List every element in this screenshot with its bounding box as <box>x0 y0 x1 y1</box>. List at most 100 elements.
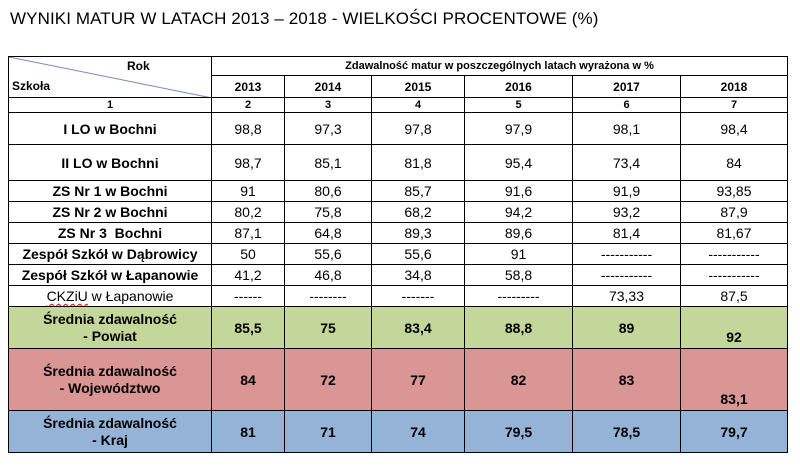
value-cell: ----------- <box>680 264 788 286</box>
value-cell: 87,1 <box>211 222 285 244</box>
school-name: II LO w Bochni <box>8 144 212 181</box>
average-row-kraj: Średnia zdawalność - Kraj 81 71 74 79,5 … <box>8 410 788 453</box>
column-number: 6 <box>572 97 681 113</box>
value-cell: 95,4 <box>464 144 573 181</box>
average-label-line2: - Województwo <box>59 379 161 396</box>
value-cell: 85,1 <box>284 144 372 181</box>
average-label-line1: Średnia zdawalność <box>43 310 177 327</box>
average-label: Średnia zdawalność - Województwo <box>8 348 212 411</box>
column-number: 1 <box>8 97 212 113</box>
value-cell: 41,2 <box>211 264 285 286</box>
school-name: Zespół Szkół w Łapanowie <box>8 264 212 286</box>
header-corner-cell: Rok Szkoła <box>8 56 212 98</box>
average-value: 83 <box>572 348 681 411</box>
table-row: CKZiU w Łapanowie ------ -------- ------… <box>8 285 788 307</box>
table-row: ZS Nr 3 Bochni 87,1 64,8 89,3 89,6 81,4 … <box>8 222 788 244</box>
value-cell: 89,3 <box>371 222 465 244</box>
average-label: Średnia zdawalność - Kraj <box>8 410 212 453</box>
header-group-label: Zdawalność matur w poszczególnych latach… <box>211 56 788 76</box>
page-title: WYNIKI MATUR W LATACH 2013 – 2018 - WIEL… <box>10 9 599 28</box>
value-cell: 89,6 <box>464 222 573 244</box>
school-name: Zespół Szkół w Dąbrowicy <box>8 243 212 265</box>
value-cell: 91,9 <box>572 180 681 202</box>
value-cell: 93,85 <box>680 180 788 202</box>
table-row: II LO w Bochni 98,7 85,1 81,8 95,4 73,4 … <box>8 144 788 181</box>
average-value: 74 <box>371 410 465 453</box>
header-year: 2017 <box>572 75 681 98</box>
value-cell: --------- <box>464 285 573 307</box>
value-cell: ----------- <box>572 243 681 265</box>
value-cell: -------- <box>284 285 372 307</box>
value-cell: ------- <box>371 285 465 307</box>
value-cell: 87,5 <box>680 285 788 307</box>
value-cell: ------ <box>211 285 285 307</box>
value-cell: 81,8 <box>371 144 465 181</box>
header-szkola-label: Szkoła <box>12 79 51 93</box>
value-cell: 98,8 <box>211 112 285 145</box>
value-cell: 73,33 <box>572 285 681 307</box>
average-row-powiat: Średnia zdawalność - Powiat 85,5 75 83,4… <box>8 306 788 349</box>
value-cell: 73,4 <box>572 144 681 181</box>
value-cell: 91 <box>211 180 285 202</box>
diagonal-divider <box>9 57 208 97</box>
value-cell: 81,4 <box>572 222 681 244</box>
average-value: 79,7 <box>680 410 788 453</box>
average-value: 72 <box>284 348 372 411</box>
value-cell: 75,8 <box>284 201 372 223</box>
value-cell: 80,6 <box>284 180 372 202</box>
column-number-row: 1 2 3 4 5 6 7 <box>8 97 788 113</box>
value-cell: 93,2 <box>572 201 681 223</box>
value-cell: ----------- <box>680 243 788 265</box>
value-cell: 50 <box>211 243 285 265</box>
value-cell: 98,4 <box>680 112 788 145</box>
average-label-line2: - Kraj <box>92 431 128 448</box>
value-cell: 55,6 <box>284 243 372 265</box>
value-cell: 58,8 <box>464 264 573 286</box>
school-name-abbrev: CKZiU <box>46 288 88 304</box>
average-value: 88,8 <box>464 306 573 349</box>
school-name-rest: w Łapanowie <box>87 288 174 304</box>
value-cell: 84 <box>680 144 788 181</box>
average-row-wojewodztwo: Średnia zdawalność - Województwo 84 72 7… <box>8 348 788 411</box>
results-table: Rok Szkoła Zdawalność matur w poszczegól… <box>8 56 788 453</box>
value-cell: 91,6 <box>464 180 573 202</box>
column-number: 4 <box>371 97 465 113</box>
value-cell: 97,9 <box>464 112 573 145</box>
table-row: ZS Nr 1 w Bochni 91 80,6 85,7 91,6 91,9 … <box>8 180 788 202</box>
average-value: 71 <box>284 410 372 453</box>
column-number: 5 <box>464 97 573 113</box>
value-cell: 34,8 <box>371 264 465 286</box>
average-value: 75 <box>284 306 372 349</box>
value-cell: 97,8 <box>371 112 465 145</box>
average-label-line2: - Powiat <box>83 327 137 344</box>
table-row: I LO w Bochni 98,8 97,3 97,8 97,9 98,1 9… <box>8 112 788 145</box>
average-label-line1: Średnia zdawalność <box>43 414 177 431</box>
average-value: 79,5 <box>464 410 573 453</box>
school-name: I LO w Bochni <box>8 112 212 145</box>
value-cell: 46,8 <box>284 264 372 286</box>
average-value: 81 <box>211 410 285 453</box>
average-value: 83,4 <box>371 306 465 349</box>
table-row: Zespół Szkół w Dąbrowicy 50 55,6 55,6 91… <box>8 243 788 265</box>
value-cell: 94,2 <box>464 201 573 223</box>
header-year: 2015 <box>371 75 465 98</box>
average-value: 83,1 <box>680 348 788 411</box>
value-cell: 68,2 <box>371 201 465 223</box>
school-name: CKZiU w Łapanowie <box>8 285 212 307</box>
average-value: 78,5 <box>572 410 681 453</box>
value-cell: 98,7 <box>211 144 285 181</box>
header-year: 2014 <box>284 75 372 98</box>
header-year: 2018 <box>680 75 788 98</box>
average-value: 84 <box>211 348 285 411</box>
average-value: 85,5 <box>211 306 285 349</box>
average-value: 92 <box>680 306 788 349</box>
value-cell: 80,2 <box>211 201 285 223</box>
value-cell: 85,7 <box>371 180 465 202</box>
column-number: 2 <box>211 97 285 113</box>
value-cell: 55,6 <box>371 243 465 265</box>
header-rok-label: Rok <box>127 59 150 73</box>
column-number: 3 <box>284 97 372 113</box>
average-value: 77 <box>371 348 465 411</box>
value-cell: 97,3 <box>284 112 372 145</box>
value-cell: 87,9 <box>680 201 788 223</box>
